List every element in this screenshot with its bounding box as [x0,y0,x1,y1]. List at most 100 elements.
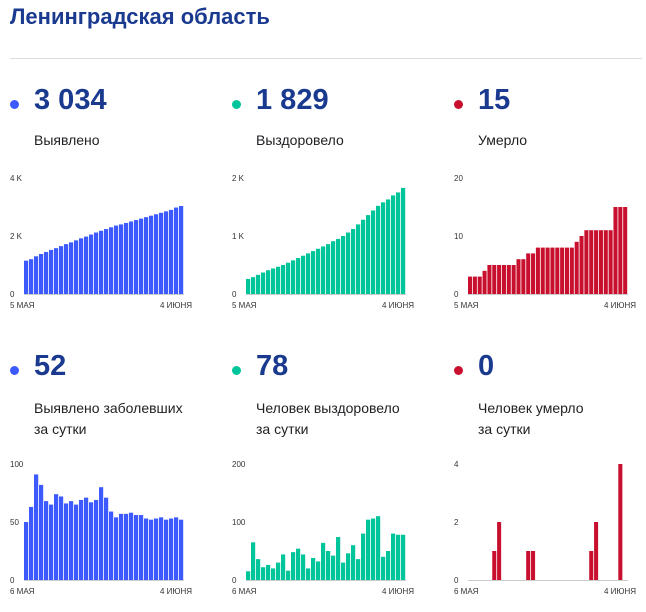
bar [24,522,29,580]
bar [569,247,574,294]
bar [261,567,266,580]
bar [34,474,39,580]
bar [608,230,613,294]
bar [281,265,286,294]
bar-chart: 0 50 100 6 МАЯ 4 ИЮНЯ [10,460,192,596]
bar [506,265,511,294]
legend-dot [454,366,463,375]
x-tick-label: 4 ИЮНЯ [160,587,192,596]
stat-value: 1 829 [256,84,329,116]
bar [516,259,521,294]
stat-label-line: Выявлено [34,132,100,148]
bar [69,242,74,294]
legend-dot [232,100,241,109]
legend-dot [10,100,19,109]
bar [391,533,396,580]
y-tick-label: 4 K [10,174,23,183]
bar-chart: 0 100 200 6 МАЯ 4 ИЮНЯ [232,460,414,596]
bar [356,224,361,294]
bar [603,230,608,294]
bar [531,253,536,294]
y-tick-label: 2 [454,518,459,527]
stat-label-line: Выздоровело [256,132,344,148]
bar [149,215,154,294]
x-tick-label: 4 ИЮНЯ [382,301,414,310]
x-tick-label: 4 ИЮНЯ [604,587,636,596]
stat-label: Выявлено заболевших за сутки [34,398,183,440]
bar [366,519,371,580]
bar [271,568,276,580]
bar [99,230,104,294]
divider [10,58,642,59]
bar-chart: 0 2 K 4 K 5 МАЯ 4 ИЮНЯ [10,174,192,310]
bar [39,484,44,580]
bar [174,517,179,580]
bar [521,259,526,294]
bar [535,247,540,294]
bar [291,260,296,294]
bar [594,522,599,580]
panel-deaths-daily: 0 Человек умерло за сутки 0 2 4 6 МАЯ 4 ИЮНЯ [454,350,646,610]
stat-label: Человек выздоровело за сутки [256,398,400,440]
bar [555,247,560,294]
bar [266,270,271,294]
bar [179,519,184,580]
bar [477,276,482,294]
bar [256,559,261,580]
bar [129,221,134,294]
bar [276,562,281,580]
legend-dot [232,366,241,375]
bar [346,232,351,294]
bar [564,247,570,294]
bar [589,230,594,294]
bar [281,554,286,580]
bar [174,207,179,294]
x-tick-label: 4 ИЮНЯ [604,301,636,310]
bar [276,266,281,294]
bar [386,199,391,294]
bar [164,211,169,294]
y-tick-label: 2 K [232,174,245,183]
bar [531,551,536,580]
bar [321,542,326,580]
bar [497,522,502,580]
bar [623,207,628,294]
bar [74,504,79,580]
bar [29,506,34,580]
bar [594,230,599,294]
bar [49,249,54,294]
bar [301,255,306,294]
bar [179,206,184,294]
bar [104,497,109,580]
bar [598,230,603,294]
bar [371,518,376,580]
y-tick-label: 1 K [232,232,245,241]
bar [256,274,261,294]
bar [296,548,301,580]
panel-cases-total: 3 034 Выявлено 0 2 K 4 K 5 МАЯ 4 ИЮНЯ [10,84,210,344]
stat-label-line: за сутки [478,421,531,437]
bar [497,265,502,294]
bar [99,487,104,580]
bar [618,464,623,580]
bar [336,238,341,294]
bar [109,511,114,580]
bar [296,258,301,294]
bar [246,571,251,580]
bar [79,499,84,580]
bar [251,542,256,580]
y-tick-label: 0 [232,290,237,299]
bar [114,517,119,580]
y-tick-label: 200 [232,460,246,469]
panel-recovered-total: 1 829 Выздоровело 0 1 K 2 K 5 МАЯ 4 ИЮНЯ [232,84,432,344]
bar [124,513,129,580]
bar [64,503,69,580]
bar [311,251,316,294]
bar [79,238,84,294]
bar [492,265,497,294]
stat-label-line: Выявлено заболевших [34,400,183,416]
bar [59,496,64,580]
bar-chart: 0 10 20 5 МАЯ 4 ИЮНЯ [454,174,636,310]
bar [396,534,401,580]
stat-label: Выздоровело [256,130,344,151]
